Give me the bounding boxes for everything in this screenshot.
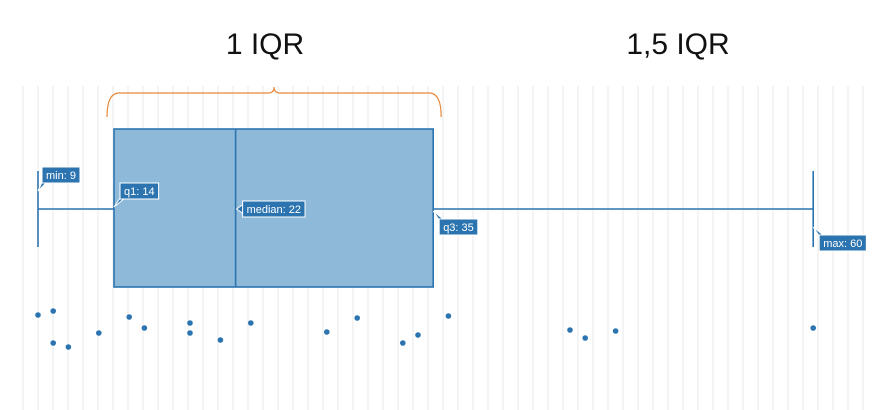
- min-label: min: 9: [37, 166, 81, 192]
- min-label-bg: [41, 166, 81, 184]
- data-point: [65, 344, 72, 350]
- data-point: [96, 330, 102, 336]
- data-point: [400, 340, 406, 346]
- median-label-bg: [242, 200, 306, 218]
- whisker-header: 1,5 IQR: [626, 28, 729, 61]
- min-label-text: min: 9: [46, 170, 76, 182]
- median-label: median: 22: [235, 200, 306, 218]
- max-label-text: max: 60: [823, 238, 862, 250]
- data-point: [810, 325, 816, 331]
- data-point: [354, 315, 361, 321]
- max-label-bg: [818, 234, 867, 252]
- median-label-text: median: 22: [247, 204, 301, 216]
- q3-label-bg: [438, 218, 479, 236]
- data-point: [445, 313, 452, 319]
- data-point: [217, 337, 224, 343]
- q1-label: q1: 14: [113, 182, 160, 208]
- data-point: [248, 320, 254, 326]
- data-point: [35, 312, 41, 318]
- data-point: [324, 329, 330, 335]
- data-points: [35, 308, 816, 350]
- data-point: [50, 308, 56, 314]
- q1-label-bg: [119, 182, 160, 200]
- iqr-brace: [106, 86, 442, 118]
- max-label: max: 60: [812, 226, 867, 252]
- iqr-header: 1 IQR: [226, 28, 304, 61]
- data-point: [567, 327, 573, 333]
- data-point: [415, 332, 421, 338]
- data-point: [141, 325, 148, 331]
- data-point: [582, 335, 588, 341]
- data-point: [187, 330, 193, 336]
- data-point: [187, 320, 193, 326]
- q3-label: q3: 35: [432, 210, 479, 236]
- data-point: [126, 314, 132, 320]
- data-point: [612, 328, 619, 334]
- q1-label-text: q1: 14: [124, 186, 155, 198]
- data-point: [50, 340, 56, 346]
- q3-label-text: q3: 35: [443, 222, 474, 234]
